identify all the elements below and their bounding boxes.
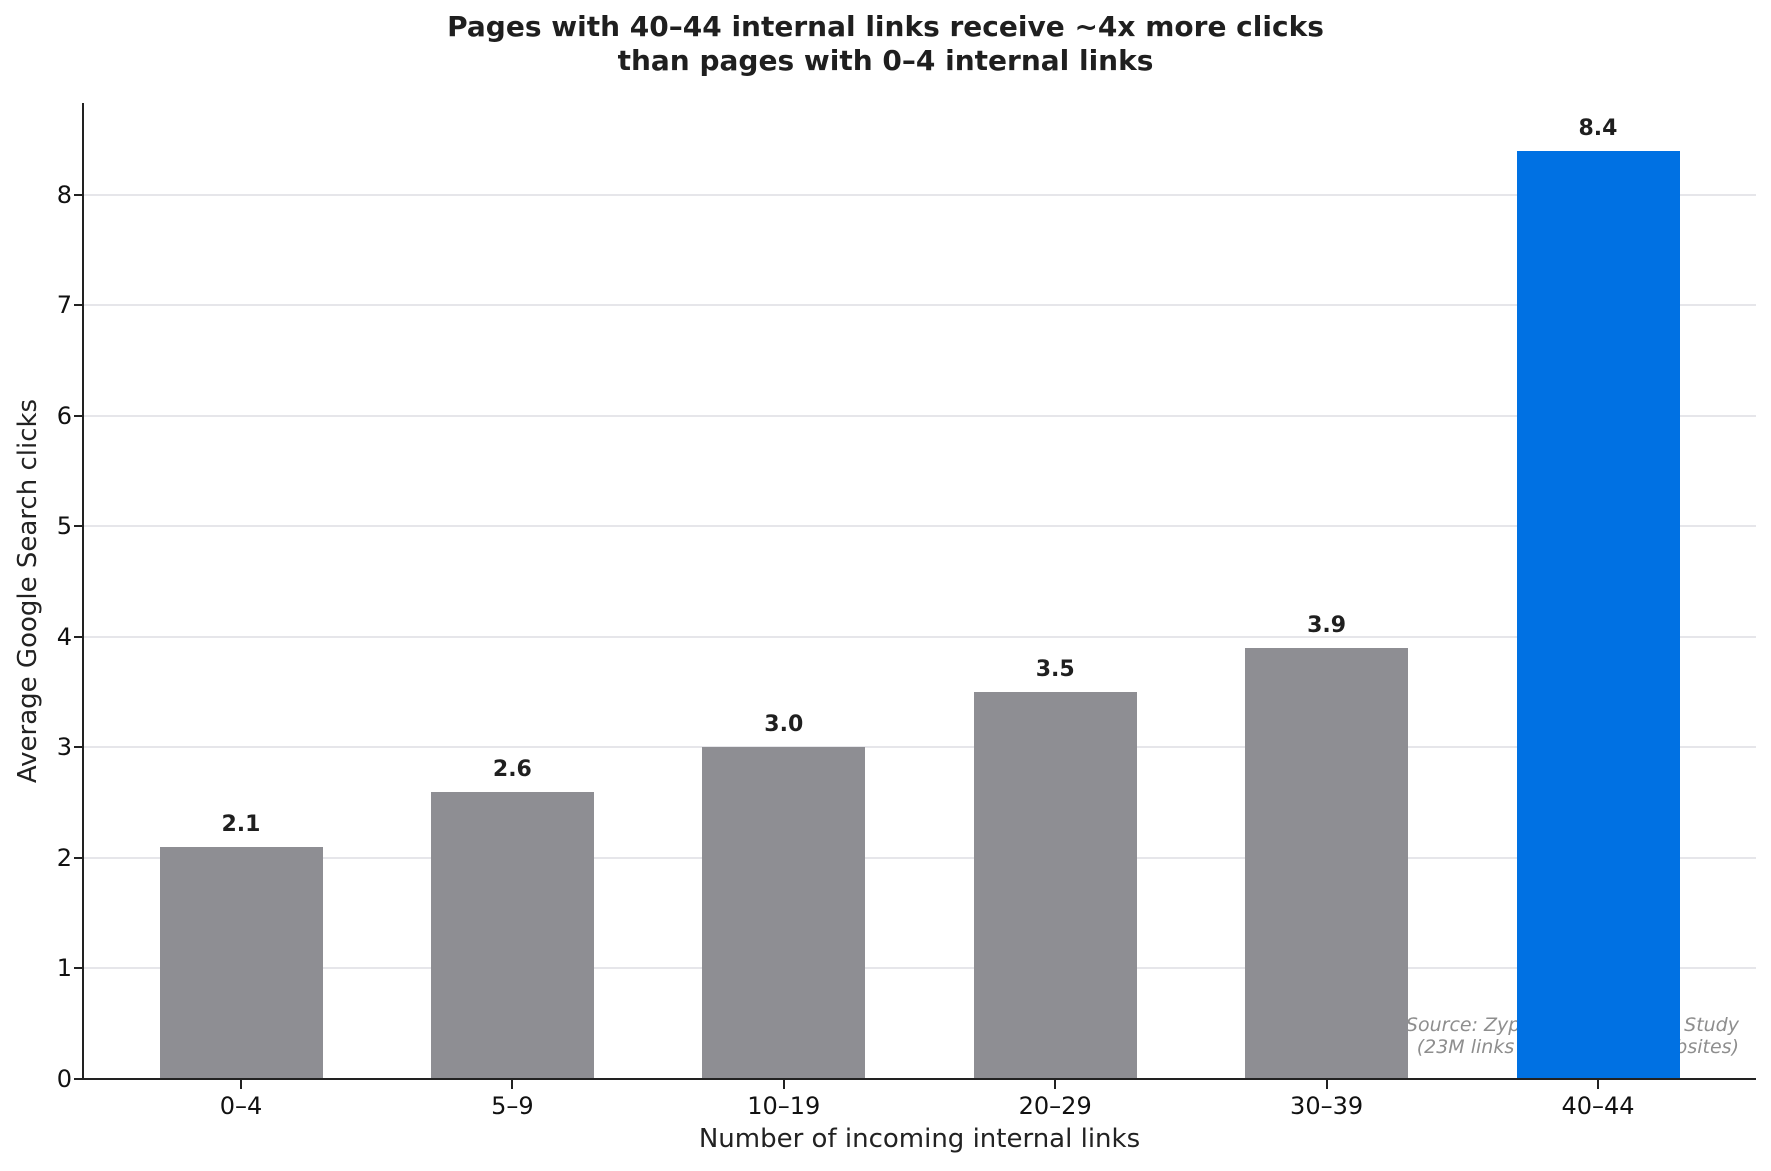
x-tick xyxy=(240,1080,242,1089)
chart-title-line-1: Pages with 40–44 internal links receive … xyxy=(447,10,1324,43)
bar-category xyxy=(1245,647,1409,1079)
x-tick-label: 0–4 xyxy=(219,1092,263,1120)
y-tick-label: 6 xyxy=(56,401,72,430)
gridline xyxy=(83,856,1756,859)
x-tick-label: 20–29 xyxy=(1018,1092,1092,1120)
bar-value-label: 8.4 xyxy=(1578,115,1618,141)
y-tick xyxy=(74,304,83,307)
y-tick-label: 7 xyxy=(56,291,72,320)
gridline xyxy=(83,635,1756,638)
gridline xyxy=(83,746,1756,749)
x-tick xyxy=(511,1080,514,1089)
bar-value-label: 3.5 xyxy=(1035,657,1075,683)
bar-category xyxy=(702,747,866,1079)
plot-area xyxy=(83,103,1756,1079)
chart-title-line-2: than pages with 0–4 internal links xyxy=(617,44,1154,77)
x-tick xyxy=(1054,1080,1057,1089)
x-tick-label: 10–19 xyxy=(747,1092,821,1120)
bar-value-label: 3.0 xyxy=(764,712,804,738)
y-tick xyxy=(74,967,83,970)
y-tick-label: 3 xyxy=(56,733,72,762)
bar-value-label: 2.1 xyxy=(221,811,261,837)
y-tick-label: 4 xyxy=(56,622,72,651)
x-tick-label: 5–9 xyxy=(491,1092,534,1120)
y-tick-label: 8 xyxy=(56,180,72,209)
bar-value-label: 2.6 xyxy=(492,756,532,782)
gridline xyxy=(83,414,1756,417)
bar-value-label: 3.9 xyxy=(1307,612,1347,638)
y-axis-line xyxy=(82,103,84,1080)
gridline xyxy=(83,967,1756,970)
chart-title: Pages with 40–44 internal links receive … xyxy=(0,10,1771,78)
y-tick xyxy=(74,635,83,638)
x-tick-label: 40–44 xyxy=(1561,1092,1635,1120)
x-tick xyxy=(782,1080,785,1089)
x-tick-label: 30–39 xyxy=(1290,1092,1364,1120)
bar-category xyxy=(973,692,1137,1079)
y-axis-label: Average Google Search clicks xyxy=(13,398,43,784)
y-tick xyxy=(74,856,83,859)
y-tick xyxy=(74,193,83,196)
y-tick-label: 0 xyxy=(56,1065,72,1093)
gridline xyxy=(83,304,1756,307)
y-tick xyxy=(74,525,83,528)
bar-highlight xyxy=(1516,150,1680,1079)
y-tick-label: 1 xyxy=(56,954,72,983)
gridline xyxy=(83,193,1756,196)
y-tick-label: 5 xyxy=(56,512,72,541)
x-axis-line xyxy=(82,1078,1756,1080)
x-tick xyxy=(1597,1080,1599,1089)
x-axis-label: Number of incoming internal links xyxy=(698,1124,1141,1154)
y-tick xyxy=(74,414,83,417)
x-tick xyxy=(1325,1080,1328,1089)
bar-category xyxy=(430,791,594,1079)
gridline xyxy=(83,525,1756,528)
y-tick xyxy=(74,1078,83,1080)
bar-category xyxy=(159,846,323,1079)
y-tick xyxy=(74,746,83,749)
y-tick-label: 2 xyxy=(56,843,72,872)
